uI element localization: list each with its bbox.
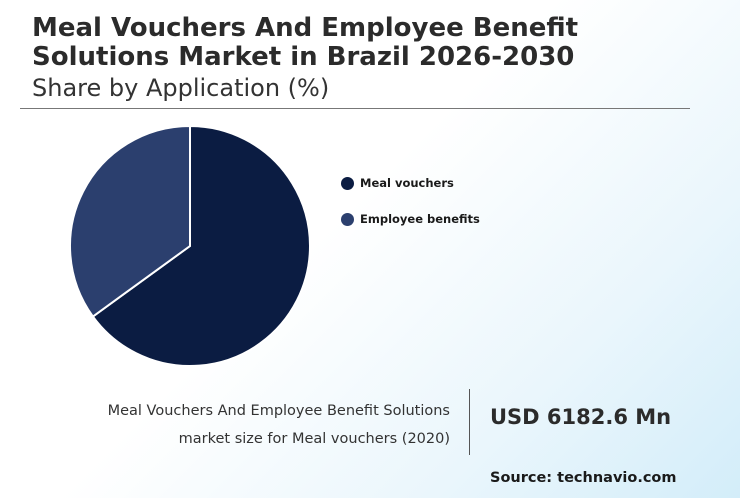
chart-subtitle: Share by Application (%) bbox=[32, 74, 330, 102]
stat-description-line-1: Meal Vouchers And Employee Benefit Solut… bbox=[107, 403, 450, 419]
pie-slice-employee-benefits bbox=[69, 124, 191, 318]
legend-label-employee-benefits: Employee benefits bbox=[360, 212, 480, 226]
stat-value: USD 6182.6 Mn bbox=[490, 405, 672, 429]
legend-swatch-meal-vouchers bbox=[341, 176, 354, 190]
legend-item-employee-benefits: Employee benefits bbox=[341, 211, 480, 227]
legend-item-meal-vouchers: Meal vouchers bbox=[341, 175, 480, 191]
pie-chart bbox=[69, 124, 311, 367]
legend-label-meal-vouchers: Meal vouchers bbox=[360, 176, 454, 190]
chart-legend: Meal vouchers Employee benefits bbox=[341, 175, 480, 247]
stat-description-line-2: market size for Meal vouchers (2020) bbox=[178, 431, 450, 447]
stat-divider bbox=[469, 389, 470, 455]
stat-description: Meal Vouchers And Employee Benefit Solut… bbox=[40, 397, 450, 453]
source-credit: Source: technavio.com bbox=[490, 470, 677, 486]
legend-swatch-employee-benefits bbox=[341, 212, 354, 226]
chart-title: Meal Vouchers And Employee Benefit Solut… bbox=[32, 13, 579, 72]
header-divider bbox=[20, 108, 690, 109]
pie-slice-meal-vouchers bbox=[91, 124, 311, 367]
